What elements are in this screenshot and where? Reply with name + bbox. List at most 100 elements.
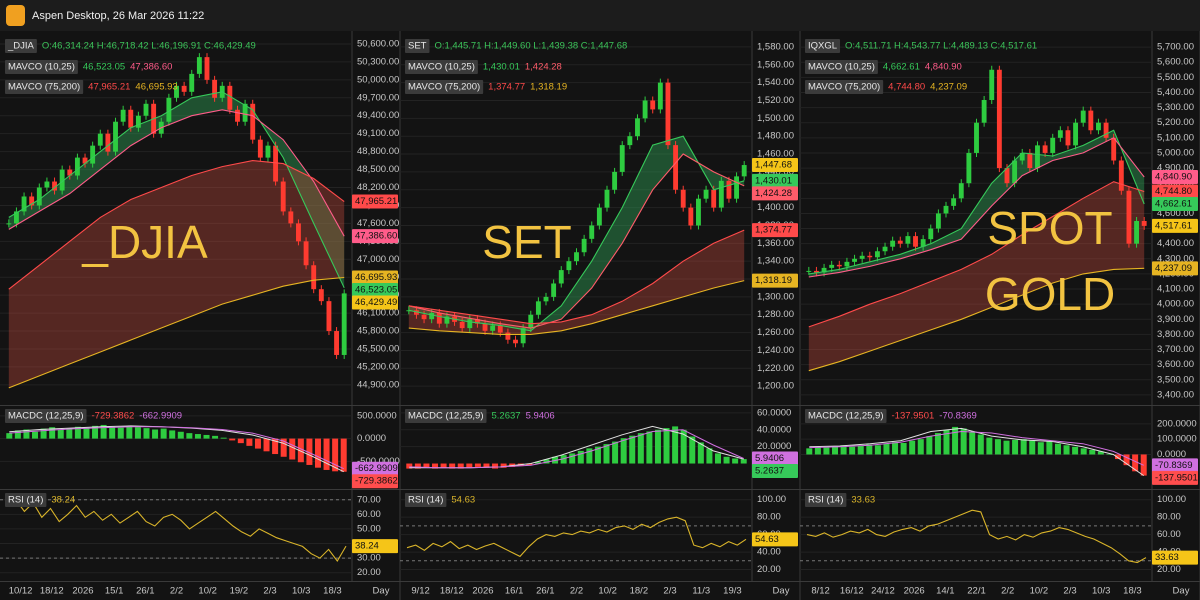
candle [958, 183, 964, 199]
macd-bar [892, 442, 899, 455]
y-tick-label: 1,240.00 [757, 345, 794, 356]
candle [1012, 160, 1018, 184]
x-tick-label: 26/1 [136, 586, 155, 597]
candle [574, 252, 579, 262]
y-tick-label: 1,280.00 [757, 309, 794, 320]
macd-bar [109, 426, 116, 439]
x-tick-label: 2/2 [170, 586, 183, 597]
symbol-label-box [405, 39, 430, 53]
y-tick-label: 45,500.00 [357, 343, 399, 354]
x-tick-label: 2/3 [663, 586, 676, 597]
candle [528, 314, 534, 329]
overlay-label: GOLD [985, 268, 1115, 320]
legend-value: 46,695.93 [135, 82, 177, 93]
candle [36, 187, 42, 206]
rsi-line [406, 516, 747, 558]
candle [604, 189, 610, 208]
candle [612, 171, 618, 190]
ma-line [8, 160, 345, 290]
candle [718, 180, 724, 208]
candle [196, 57, 202, 74]
candle [189, 73, 195, 92]
candle [97, 133, 103, 146]
candle [882, 246, 888, 252]
ma-line [8, 91, 345, 289]
candle [1111, 137, 1117, 161]
macd-bar [500, 463, 507, 468]
x-tick-label: 10/2 [598, 586, 617, 597]
macd-bar [212, 435, 219, 439]
ohlc-values: O:46,314.24 H:46,718.42 L:46,196.91 C:46… [42, 41, 256, 52]
y-tick-label: 20.00 [1157, 564, 1181, 575]
legend-value: 5.9406 [526, 411, 555, 422]
x-tick-label: 2/3 [1063, 586, 1076, 597]
y-tick-label: 48,800.00 [357, 146, 399, 157]
symbol-label-box [805, 39, 841, 53]
candle [21, 196, 27, 212]
macd-bar [1080, 448, 1087, 455]
y-tick-label: 4,300.00 [1157, 253, 1194, 264]
candle [741, 165, 747, 177]
candle [174, 85, 179, 98]
y-tick-label: 4,100.00 [1157, 284, 1194, 295]
y-tick-label: 1,580.00 [757, 41, 794, 52]
y-tick-label: 500.0000 [357, 410, 397, 421]
candle [326, 301, 332, 332]
y-tick-label: 80.00 [1157, 512, 1181, 523]
axis-tag-box [352, 474, 398, 489]
rsi-line [806, 509, 1147, 564]
legend-value: 46,523.05 [83, 62, 125, 73]
x-tick-label: 10/12 [9, 586, 33, 597]
macd-bar [1003, 440, 1010, 455]
y-tick-label: 45,200.00 [357, 361, 399, 372]
candle [688, 207, 694, 226]
candle [943, 205, 949, 214]
macd-bar [280, 438, 287, 457]
x-tick-label: 18/12 [40, 586, 64, 597]
candle [67, 169, 73, 176]
ma-line [408, 280, 745, 335]
x-tick-label: 18/12 [440, 586, 464, 597]
y-tick-label: 1,560.00 [757, 59, 794, 70]
candle [558, 270, 564, 284]
candle [1035, 145, 1040, 169]
y-tick-label: 5,000.00 [1157, 147, 1194, 158]
candle [836, 264, 842, 267]
candle [673, 145, 679, 190]
app-icon[interactable] [6, 5, 25, 26]
candle [1004, 168, 1010, 184]
candle [829, 264, 835, 268]
candle [1118, 160, 1124, 191]
legend-value: 1,374.77 [488, 82, 525, 93]
candle [235, 109, 240, 122]
macd-line [409, 429, 744, 469]
macd-bar [117, 427, 124, 439]
axis-tag-box [352, 539, 398, 554]
x-tick-label: 19/3 [723, 586, 742, 597]
macd-bar [1012, 439, 1019, 455]
candle [642, 100, 648, 119]
candle [619, 145, 625, 172]
ma-band [8, 160, 345, 388]
candle [311, 265, 317, 290]
candle [696, 198, 701, 226]
candle [1065, 130, 1071, 146]
axis-tag: 5.9406 [755, 453, 784, 464]
macd-bar [246, 438, 253, 446]
axis-tag-box [1152, 170, 1198, 185]
y-tick-label: 1,520.00 [757, 95, 794, 106]
window-title: Aspen Desktop, 26 Mar 2026 11:22 [32, 10, 204, 22]
candle [105, 133, 111, 152]
legend-value: 1,430.01 [483, 62, 520, 73]
candle [288, 211, 294, 224]
candle [703, 189, 709, 199]
y-tick-label: 45,800.00 [357, 326, 399, 337]
candle [280, 181, 286, 212]
y-tick-label: 100.00 [757, 494, 786, 505]
macd-bar [134, 427, 141, 439]
macd-line [809, 430, 1144, 466]
x-tick-label: 10/2 [1030, 586, 1049, 597]
x-tick-label: 18/3 [1123, 586, 1142, 597]
legend-label: MACDC (12,25,9) [808, 411, 884, 422]
legend-label-box [405, 60, 478, 74]
